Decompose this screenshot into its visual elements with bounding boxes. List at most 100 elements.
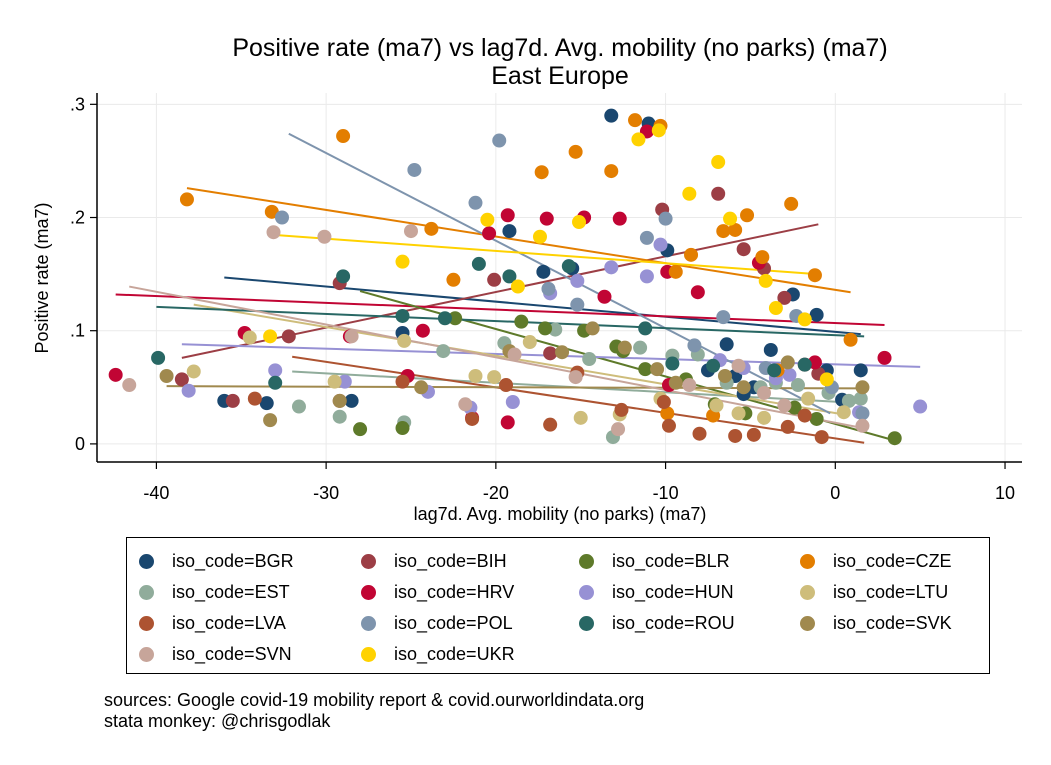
scatter-point — [332, 393, 347, 408]
legend-item: iso_code=HRV — [361, 581, 514, 603]
scatter-point — [487, 272, 502, 287]
scatter-point — [843, 332, 858, 347]
scatter-point — [555, 345, 570, 360]
scatter-point — [344, 329, 359, 344]
scatter-point — [266, 225, 281, 240]
scatter-point — [757, 410, 772, 425]
scatter-point — [668, 264, 683, 279]
legend-swatch — [361, 615, 376, 631]
scatter-point — [801, 391, 816, 406]
scatter-point — [887, 431, 902, 446]
scatter-point — [723, 211, 738, 226]
scatter-point — [500, 208, 515, 223]
legend-item: iso_code=POL — [361, 612, 513, 634]
scatter-point — [597, 289, 612, 304]
scatter-point — [538, 321, 553, 336]
legend-swatch — [139, 646, 154, 662]
scatter-point — [482, 226, 497, 241]
scatter-point — [543, 346, 558, 361]
scatter-point — [709, 398, 724, 413]
x-axis-title: lag7d. Avg. mobility (no parks) (ma7) — [414, 504, 707, 524]
scatter-point — [746, 427, 761, 442]
scatter-point — [604, 164, 619, 179]
scatter-point — [395, 308, 410, 323]
axis-ticks: -40 -30 -20 -10 0 10 0 .1 .2 .3 — [70, 94, 1015, 503]
legend-swatch — [800, 584, 815, 600]
legend-label: iso_code=SVK — [833, 612, 952, 633]
scatter-point — [668, 375, 683, 390]
scatter-point — [780, 419, 795, 434]
legend-swatch — [579, 584, 594, 600]
scatter-point — [327, 374, 342, 389]
scatter-point — [522, 335, 537, 350]
scatter-point — [465, 411, 480, 426]
scatter-point — [758, 273, 773, 288]
legend-item: iso_code=CZE — [800, 550, 952, 572]
source-note: sources: Google covid-19 mobility report… — [104, 690, 645, 710]
scatter-point — [658, 211, 673, 226]
scatter-point — [716, 310, 731, 325]
scatter-point — [179, 192, 194, 207]
legend-label: iso_code=BGR — [172, 550, 294, 571]
legend-swatch — [800, 615, 815, 631]
scatter-point — [247, 391, 262, 406]
legend-item: iso_code=SVN — [139, 643, 292, 665]
scatter-point — [337, 374, 352, 389]
scatter-point — [407, 162, 422, 177]
scatter-point — [259, 396, 274, 411]
scatter-point — [332, 409, 347, 424]
scatter-point — [782, 367, 797, 382]
scatter-point — [841, 393, 856, 408]
scatter-point — [541, 281, 556, 296]
legend-label: iso_code=LTU — [833, 581, 949, 602]
scatter-point — [853, 363, 868, 378]
scatter-point — [819, 372, 834, 387]
scatter-point — [628, 113, 643, 128]
x-tick-label: 10 — [995, 483, 1015, 503]
scatter-point — [639, 269, 654, 284]
fit-line — [129, 285, 863, 430]
scatter-point — [612, 211, 627, 226]
scatter-point — [717, 368, 732, 383]
scatter-point — [855, 406, 870, 421]
legend-item: iso_code=LVA — [139, 612, 286, 634]
fit-line — [186, 187, 851, 294]
scatter-point — [757, 385, 772, 400]
scatter-point — [510, 279, 525, 294]
scatter-point — [336, 269, 351, 284]
legend: iso_code=BGR iso_code=BIH iso_code=BLR iso_… — [126, 537, 990, 674]
scatter-point — [814, 430, 829, 445]
fit-line — [292, 355, 865, 444]
legend-item: iso_code=UKR — [361, 643, 515, 665]
legend-swatch — [800, 553, 815, 569]
scatter-point — [181, 383, 196, 398]
scatter-point — [763, 342, 778, 357]
scatter-point — [706, 358, 721, 373]
scatter-point — [548, 322, 563, 337]
scatter-point — [275, 210, 289, 225]
legend-label: iso_code=BLR — [612, 550, 730, 571]
scatter-point — [582, 351, 597, 366]
legend-item: iso_code=EST — [139, 581, 290, 603]
scatter-point — [767, 363, 782, 378]
scatter-point — [682, 186, 697, 201]
scatter-point — [661, 418, 676, 433]
scatter-point — [570, 273, 585, 288]
legend-item: iso_code=ROU — [579, 612, 735, 634]
scatter-point — [650, 362, 665, 377]
legend-swatch — [579, 553, 594, 569]
scatter-point — [790, 378, 805, 393]
scatter-point — [225, 393, 240, 408]
scatter-point — [353, 422, 368, 437]
legend-label: iso_code=HRV — [394, 581, 515, 602]
scatter-point — [660, 406, 675, 421]
scatter-point — [665, 356, 680, 371]
scatter-point — [731, 358, 746, 373]
scatter-point — [468, 368, 483, 383]
scatter-point — [807, 268, 822, 283]
scatter-point — [395, 254, 410, 269]
scatter-point — [853, 391, 868, 406]
scatter-point — [174, 372, 189, 387]
scatter-point — [638, 362, 653, 377]
